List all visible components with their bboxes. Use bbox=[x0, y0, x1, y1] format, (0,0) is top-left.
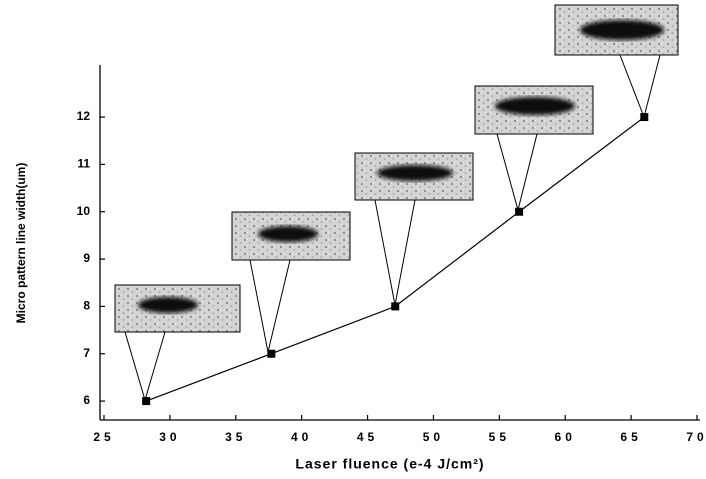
x-tick-label: 60 bbox=[555, 430, 576, 444]
point bbox=[515, 207, 524, 216]
x-tick-label: 65 bbox=[620, 430, 641, 444]
x-tick-label: 70 bbox=[686, 430, 706, 444]
y-tick-label: 8 bbox=[83, 299, 90, 313]
x-axis-title: Laser fluence (e-4 J/cm²) bbox=[295, 456, 484, 472]
point bbox=[640, 113, 649, 122]
y-tick-label: 7 bbox=[83, 346, 90, 360]
y-tick-label: 11 bbox=[77, 157, 90, 171]
y-tick-label: 9 bbox=[83, 251, 90, 265]
y-tick-label: 10 bbox=[77, 204, 91, 218]
x-tick-label: 40 bbox=[291, 430, 312, 444]
point bbox=[267, 349, 276, 358]
x-tick-label: 55 bbox=[489, 430, 510, 444]
y-axis-title: Micro pattern line width(um) bbox=[14, 163, 28, 324]
point bbox=[142, 397, 151, 406]
insets bbox=[114, 4, 679, 402]
point bbox=[391, 302, 400, 311]
x-tick-label: 35 bbox=[225, 430, 246, 444]
x-tick-label: 25 bbox=[93, 430, 114, 444]
x-tick-label: 30 bbox=[159, 430, 180, 444]
y-tick-label: 6 bbox=[83, 393, 90, 407]
x-tick-label: 45 bbox=[357, 430, 378, 444]
y-tick-label: 12 bbox=[77, 109, 91, 123]
x-tick-label: 50 bbox=[423, 430, 444, 444]
